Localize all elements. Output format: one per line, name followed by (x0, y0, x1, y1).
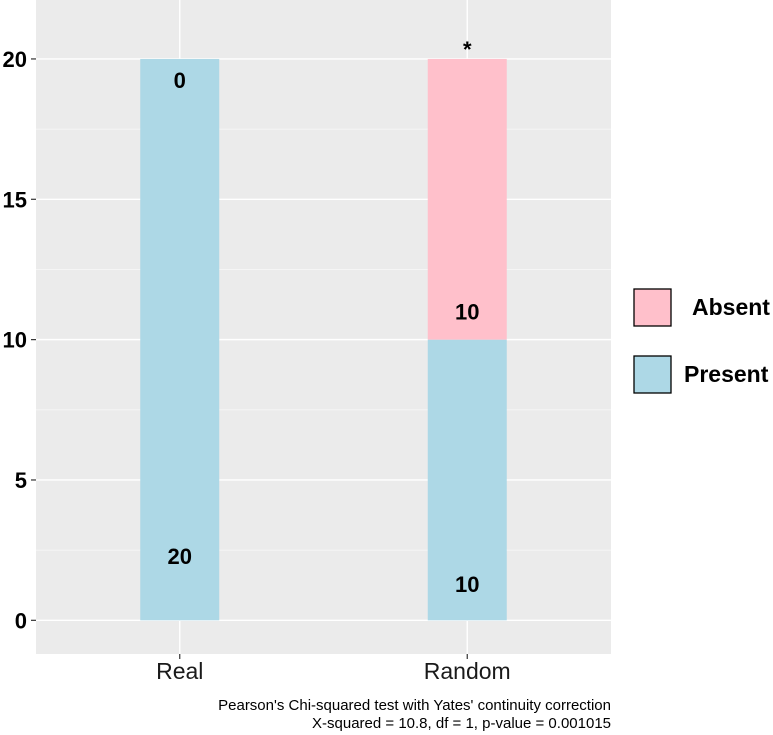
y-tick-label: 5 (15, 468, 27, 493)
y-tick-label: 10 (3, 328, 27, 353)
bars (140, 58, 507, 621)
data-label-present-real: 20 (168, 544, 192, 569)
y-tick-label: 20 (3, 47, 27, 72)
data-labels: 20 0 10 10 * (168, 37, 480, 597)
data-label-absent-real: 0 (174, 68, 186, 93)
y-tick-label: 0 (15, 608, 27, 633)
plot-panel (36, 0, 611, 654)
legend-label-absent: Absent (692, 294, 770, 320)
legend: Absent Present (633, 288, 770, 394)
data-label-absent-random: 10 (455, 300, 479, 325)
data-label-present-random: 10 (455, 572, 479, 597)
significance-marker: * (463, 37, 472, 62)
minor-gridlines (36, 128, 611, 551)
legend-key-present (633, 355, 672, 394)
caption-line-1: Pearson's Chi-squared test with Yates' c… (218, 697, 611, 714)
legend-label-present: Present (684, 361, 769, 387)
x-tick-label: Random (424, 658, 511, 684)
caption-line-2: X-squared = 10.8, df = 1, p-value = 0.00… (312, 715, 611, 732)
bar-present-real (140, 58, 220, 621)
bar-absent-random (427, 58, 507, 340)
bar-present-random (427, 339, 507, 621)
y-tick-label: 15 (3, 187, 27, 212)
x-tick-label: Real (156, 658, 203, 684)
axes: 0 5 10 15 20 Real Random (3, 47, 511, 684)
legend-key-absent (633, 288, 672, 327)
